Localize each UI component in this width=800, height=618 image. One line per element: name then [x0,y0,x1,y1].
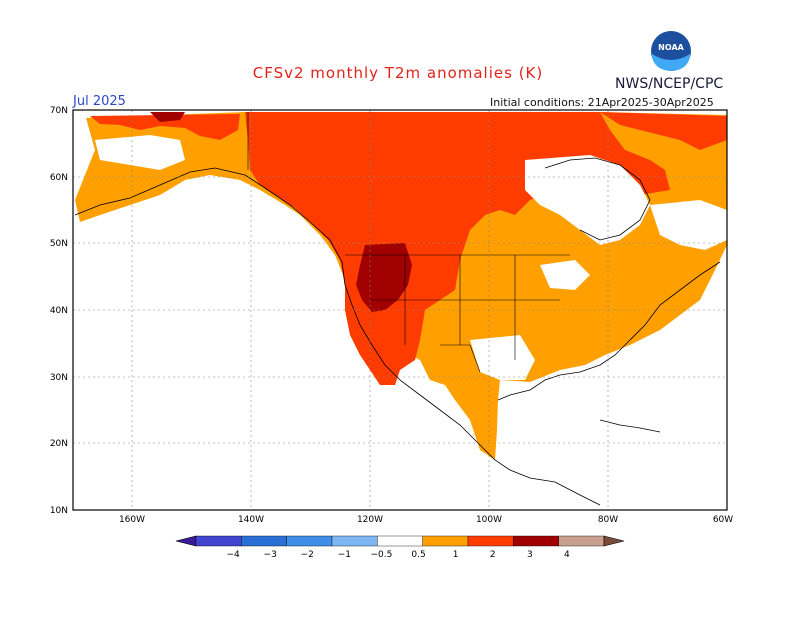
lon-label: 160W [119,515,145,525]
no-signal-alaska-west [95,135,185,170]
no-signal-hudson [525,155,650,245]
longitude-labels: 160W 140W 120W 100W 80W 60W [119,515,733,525]
colorbar-segment [422,535,469,547]
colorbar-label: 3 [527,550,533,560]
colorbar-end-low [175,535,197,547]
colorbar-segment [241,535,287,547]
lon-label: 100W [476,515,502,525]
no-signal-labrador [650,200,727,250]
lon-label: 120W [357,515,383,525]
colorbar-segment [331,535,378,547]
lon-label: 140W [238,515,264,525]
lon-label: 60W [713,515,733,525]
anomaly-field [75,112,727,460]
colorbar-label: 0.5 [411,550,425,560]
map-frame [72,109,728,511]
colorbar-segment [286,535,333,547]
colorbar-label: −3 [264,550,277,560]
anomaly-band-1-2-alaska [90,114,240,140]
no-signal-gulf [470,335,535,380]
colorbar-label: −4 [226,550,240,560]
lat-label: 60N [50,173,68,183]
colorbar-segment [558,535,605,547]
graticule [73,110,727,510]
lat-label: 70N [50,106,68,116]
colorbar-end-high [603,535,625,547]
lon-label: 80W [598,515,618,525]
lat-label: 20N [50,439,68,449]
latitude-labels: 70N 60N 50N 40N 30N 20N 10N [50,106,68,516]
lat-label: 10N [50,506,68,516]
anomaly-band-2-3-small [150,112,185,122]
lat-label: 50N [50,239,68,249]
no-signal-greatlakes [540,260,590,290]
colorbar-label: −2 [301,550,314,560]
agency-label: NWS/NCEP/CPC [615,76,724,92]
noaa-logo-text: NOAA [658,43,684,52]
colorbar-segment [513,535,559,547]
lat-label: 30N [50,373,68,383]
coastlines [74,157,721,506]
colorbar-segment [195,535,242,547]
forecast-month-label: Jul 2025 [73,94,126,109]
colorbar-segment [377,535,423,547]
colorbar-label: −1 [338,550,351,560]
colorbar-label: 2 [490,550,496,560]
initial-conditions-label: Initial conditions: 21Apr2025-30Apr2025 [490,96,714,109]
lat-label: 40N [50,306,68,316]
noaa-logo-icon: NOAA [651,31,691,71]
anomaly-band-1-2-greenland [600,112,727,150]
colorbar-label: −0.5 [371,550,393,560]
colorbar-label: 1 [453,550,459,560]
colorbar-segment [467,535,514,547]
colorbar: −4 −3 −2 −1 −0.5 0.5 1 2 3 4 [175,535,625,560]
colorbar-label: 4 [564,550,570,560]
chart-title: CFSv2 monthly T2m anomalies (K) [252,64,544,82]
political-borders [247,112,570,373]
